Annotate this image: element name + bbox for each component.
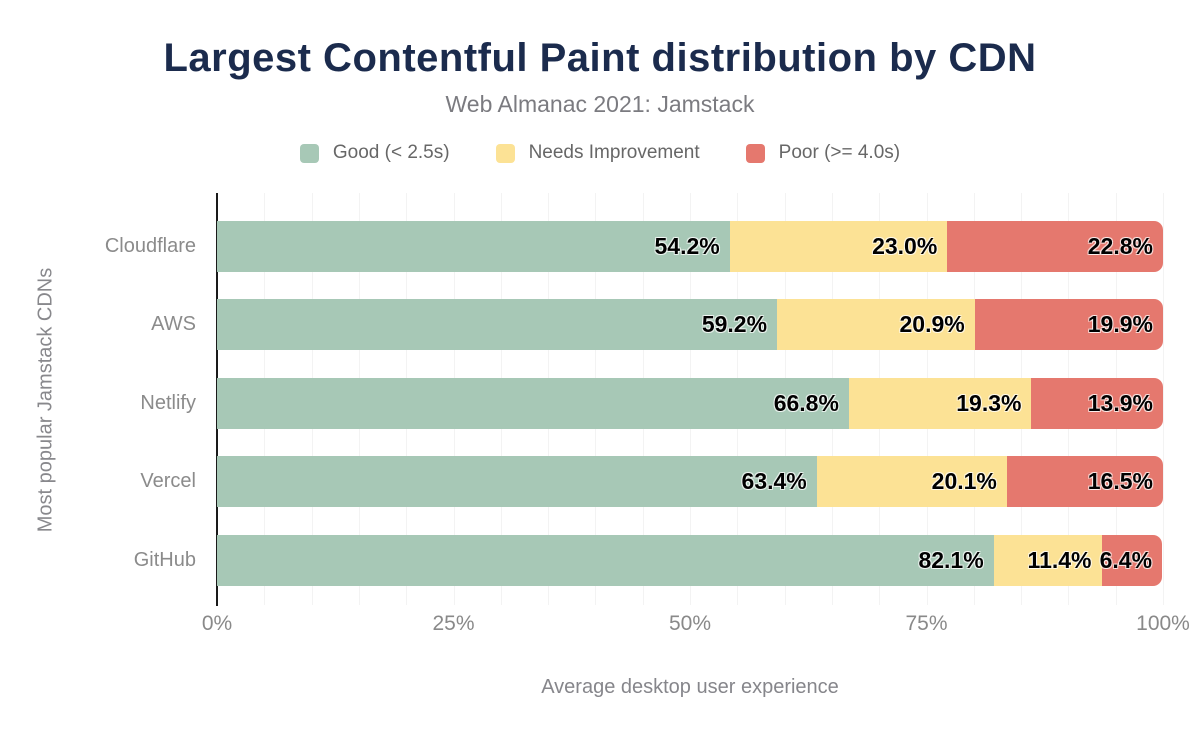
bar-segment-value-label: 22.8% xyxy=(1087,233,1153,259)
legend-swatch-icon xyxy=(745,143,765,163)
bar-segment-value-label: 66.8% xyxy=(773,390,839,416)
bar-segment-value-label: 54.2% xyxy=(654,233,720,259)
chart-subtitle: Web Almanac 2021: Jamstack xyxy=(445,91,755,117)
legend-swatch-icon xyxy=(495,143,515,163)
bar-segment-value-label: 82.1% xyxy=(918,547,984,573)
bar-row-netlify: Netlify 66.8% 19.3% 13.9% xyxy=(0,378,1200,429)
category-label: AWS xyxy=(151,313,196,335)
bar-segment-series-2[interactable]: 19.9% xyxy=(974,299,1163,350)
stacked-bar: 63.4% 20.1% 16.5% xyxy=(217,456,1163,507)
x-axis-title: Average desktop user experience xyxy=(541,676,839,698)
stacked-bar: 82.1% 11.4% 6.4% xyxy=(217,535,1163,586)
chart-title: Largest Contentful Paint distribution by… xyxy=(163,36,1037,80)
stacked-bar: 59.2% 20.9% 19.9% xyxy=(217,299,1163,350)
bar-segment-value-label: 13.9% xyxy=(1087,390,1153,416)
stacked-bar: 66.8% 19.3% 13.9% xyxy=(217,378,1163,429)
bar-segment-value-label: 19.3% xyxy=(956,390,1022,416)
bar-segment-series-2[interactable]: 22.8% xyxy=(947,221,1163,272)
legend-item-series-0[interactable]: Good (< 2.5s) xyxy=(299,142,450,164)
category-label: Vercel xyxy=(140,470,196,492)
bar-segment-series-0[interactable]: 66.8% xyxy=(217,378,849,429)
bar-segment-series-1[interactable]: 20.1% xyxy=(816,456,1007,507)
bar-segment-value-label: 20.9% xyxy=(899,311,965,337)
gridline xyxy=(1163,193,1164,605)
bar-segment-series-0[interactable]: 63.4% xyxy=(217,456,817,507)
bar-row-vercel: Vercel 63.4% 20.1% 16.5% xyxy=(0,456,1200,507)
x-axis-tick-label: 100% xyxy=(1136,612,1190,635)
x-axis-ticks: 0% 25% 50% 75% 100% xyxy=(0,612,1200,642)
x-axis-tick-label: 25% xyxy=(432,612,475,635)
bar-segment-series-2[interactable]: 6.4% xyxy=(1099,535,1163,586)
bar-segment-series-0[interactable]: 59.2% xyxy=(217,299,778,350)
y-axis-title: Most popular Jamstack CDNs xyxy=(34,267,57,533)
bar-segment-series-0[interactable]: 82.1% xyxy=(217,535,994,586)
bar-row-aws: AWS 59.2% 20.9% 19.9% xyxy=(0,299,1200,350)
bar-segment-series-0[interactable]: 54.2% xyxy=(217,221,730,272)
bar-segment-series-2[interactable]: 13.9% xyxy=(1031,378,1163,429)
x-axis-tick-label: 50% xyxy=(668,612,712,635)
bar-segment-value-label: 6.4% xyxy=(1099,547,1153,573)
bar-segment-value-label: 59.2% xyxy=(701,311,768,337)
category-label: GitHub xyxy=(133,549,196,571)
legend: Good (< 2.5s) Needs Improvement Poor (>= 4… xyxy=(0,142,1200,164)
legend-swatch-icon xyxy=(299,143,319,163)
bar-row-cloudflare: Cloudflare 54.2% 23.0% 22.8% xyxy=(0,221,1200,272)
legend-item-label: Good (< 2.5s) xyxy=(332,142,450,163)
bar-segment-value-label: 20.1% xyxy=(931,468,997,494)
bar-segment-series-1[interactable]: 20.9% xyxy=(777,299,975,350)
bar-segment-value-label: 63.4% xyxy=(741,468,807,494)
legend-item-series-1[interactable]: Needs Improvement xyxy=(495,142,700,164)
x-axis-tick-label: 0% xyxy=(201,612,233,635)
legend-item-label: Poor (>= 4.0s) xyxy=(778,142,901,163)
bar-segment-series-1[interactable]: 23.0% xyxy=(729,221,948,272)
bar-segment-series-1[interactable]: 11.4% xyxy=(993,535,1102,586)
bar-segment-value-label: 19.9% xyxy=(1087,311,1153,337)
bar-segment-value-label: 23.0% xyxy=(872,233,938,259)
bar-segment-series-1[interactable]: 19.3% xyxy=(848,378,1032,429)
bar-segment-value-label: 16.5% xyxy=(1087,468,1153,494)
category-label: Cloudflare xyxy=(104,235,196,257)
x-axis-tick-label: 75% xyxy=(905,612,948,635)
stacked-bar: 54.2% 23.0% 22.8% xyxy=(217,221,1163,272)
bar-row-github: GitHub 82.1% 11.4% 6.4% xyxy=(0,535,1200,586)
legend-item-series-2[interactable]: Poor (>= 4.0s) xyxy=(745,142,901,164)
bar-segment-value-label: 11.4% xyxy=(1027,547,1092,573)
category-label: Netlify xyxy=(140,392,196,414)
plot-area: Cloudflare 54.2% 23.0% 22.8% AWS 59.2% 20.9% 19… xyxy=(0,195,1200,605)
bar-segment-series-2[interactable]: 16.5% xyxy=(1006,456,1163,507)
legend-item-label: Needs Improvement xyxy=(528,142,700,163)
